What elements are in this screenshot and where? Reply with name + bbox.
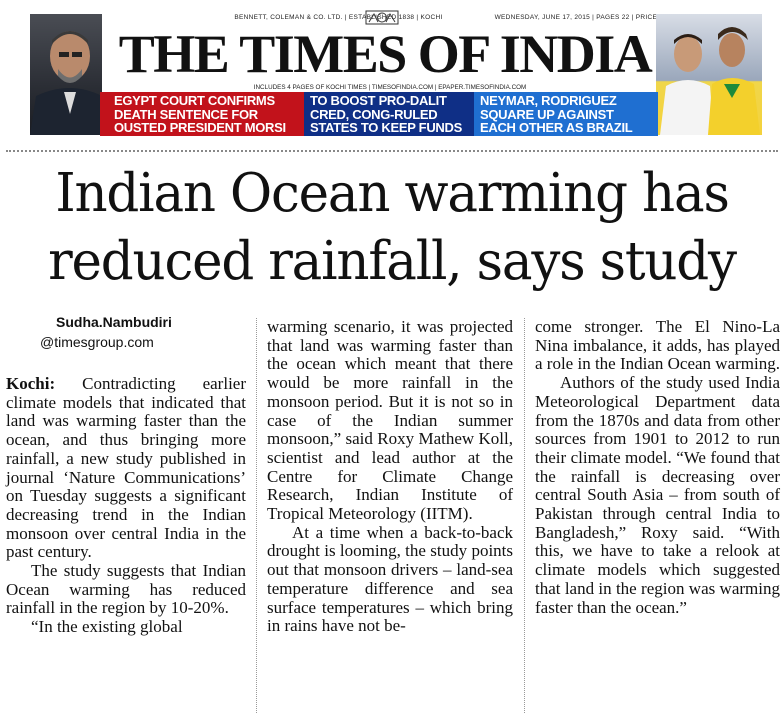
paragraph: warming scenario, it was projected that … — [267, 317, 513, 524]
masthead-info-line: BENNETT, COLEMAN & CO. LTD. | ESTABLISHE… — [150, 10, 764, 24]
paragraph: At a time when a back-to-back drought is… — [267, 522, 513, 636]
morsi-photo — [30, 14, 102, 135]
crest-emblem-icon — [365, 10, 399, 25]
article-column-2: warming scenario, it was projected that … — [267, 317, 513, 636]
teaser-dalit-funds[interactable]: TO BOOST PRO-DALIT CRED, CONG-RULED STAT… — [304, 92, 474, 136]
masthead-title: THE TIMES OF INDIA — [118, 24, 653, 84]
article-column-3: come stronger. The El Nino-La Nina imbal… — [535, 317, 780, 617]
author-name: Sudha.Nambudiri — [56, 314, 172, 330]
byline: Sudha.Nambudiri @timesgroup.com — [40, 312, 250, 352]
dateline: Kochi: — [6, 374, 56, 393]
date-price-info: WEDNESDAY, JUNE 17, 2015 | PAGES 22 | PR… — [494, 14, 680, 21]
article-column-1: Kochi: Contradicting earlier climate mod… — [6, 374, 246, 637]
paragraph: Kochi: Contradicting earlier climate mod… — [6, 374, 246, 562]
column-divider — [524, 318, 525, 713]
teaser-text: TO BOOST PRO-DALIT CRED, CONG-RULED STAT… — [310, 93, 462, 136]
teaser-text: EGYPT COURT CONFIRMS DEATH SENTENCE FOR … — [114, 93, 286, 135]
paragraph: “In the existing global — [31, 617, 183, 637]
teaser-text: NEYMAR, RODRIGUEZ SQUARE UP AGAINST EACH… — [480, 93, 633, 136]
headline-line-1: Indian Ocean warming has — [55, 163, 729, 224]
includes-line: INCLUDES 4 PAGES OF KOCHI TIMES | TIMESO… — [253, 84, 527, 91]
publisher-info: BENNETT, COLEMAN & CO. LTD. | ESTABLISHE… — [234, 13, 443, 21]
paragraph: Authors of the study used India Meteorol… — [535, 373, 780, 617]
paragraph: come stronger. The El Nino-La Nina imbal… — [535, 317, 780, 374]
teaser-page-number: 15 — [114, 134, 128, 136]
teaser-neymar[interactable]: NEYMAR, RODRIGUEZ SQUARE UP AGAINST EACH… — [474, 92, 658, 136]
article-headline: Indian Ocean warming has reduced rainfal… — [23, 160, 760, 306]
footballers-photo — [656, 14, 762, 135]
column-divider — [256, 318, 257, 713]
headline-line-2: reduced rainfall, says study — [48, 231, 737, 292]
teaser-page-number: 8 — [445, 134, 452, 136]
paragraph: The study suggests that Indian Ocean war… — [6, 561, 246, 618]
author-handle: @timesgroup.com — [40, 334, 154, 350]
section-divider — [6, 150, 778, 152]
teaser-page-number: 18 — [610, 134, 624, 136]
teaser-morsi[interactable]: EGYPT COURT CONFIRMS DEATH SENTENCE FOR … — [100, 92, 304, 136]
